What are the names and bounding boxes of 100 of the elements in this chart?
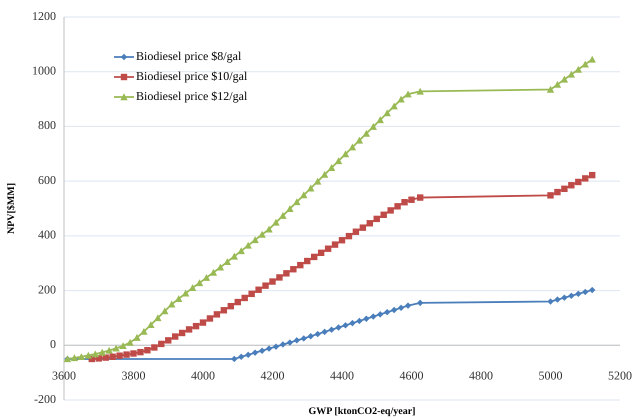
y-tick-label: 400 — [38, 228, 56, 242]
point — [547, 192, 554, 199]
point — [376, 116, 384, 124]
point — [318, 250, 324, 256]
point — [334, 157, 342, 164]
point — [546, 86, 554, 93]
point — [158, 340, 164, 348]
y-tick-label: 1000 — [32, 63, 56, 78]
point — [126, 338, 134, 346]
point — [78, 353, 86, 360]
point — [370, 123, 377, 130]
point — [98, 348, 106, 356]
y-tick-label: 1200 — [32, 8, 56, 23]
point — [216, 264, 224, 271]
point — [133, 334, 141, 341]
point — [398, 304, 404, 312]
point — [356, 318, 363, 324]
x-tick-label: 4400 — [330, 368, 354, 382]
point — [272, 218, 280, 226]
point — [276, 274, 283, 281]
point — [262, 282, 269, 289]
point — [554, 80, 562, 88]
x-tick-label: 4000 — [191, 368, 215, 382]
point — [304, 258, 310, 264]
point — [383, 109, 391, 116]
point — [258, 230, 266, 238]
point — [280, 341, 286, 348]
legend-label: Biodiesel price $12/gal — [136, 88, 248, 103]
y-tick-label: 0 — [50, 337, 56, 352]
point — [105, 346, 113, 354]
point — [561, 294, 568, 301]
point — [186, 326, 192, 333]
point — [390, 102, 398, 110]
point — [286, 339, 294, 346]
point — [370, 313, 376, 320]
point — [151, 344, 158, 351]
point — [416, 300, 424, 306]
point — [238, 247, 245, 254]
point — [314, 330, 321, 338]
point — [568, 292, 575, 299]
point — [387, 207, 394, 214]
point — [554, 296, 561, 303]
point — [293, 198, 301, 206]
point — [366, 220, 373, 226]
y-tick-label: 200 — [38, 282, 56, 296]
point — [320, 170, 328, 178]
y-tick-label: 800 — [38, 118, 56, 132]
point — [228, 302, 234, 310]
point — [272, 343, 280, 350]
point — [374, 216, 380, 222]
point — [251, 236, 259, 244]
point — [384, 308, 390, 316]
point — [286, 205, 294, 212]
legend-label: Biodiesel price $10/gal — [136, 68, 248, 83]
point — [168, 300, 176, 308]
point — [328, 164, 336, 171]
point — [346, 232, 352, 240]
point — [161, 307, 168, 314]
x-tick-label: 4800 — [469, 368, 493, 382]
y-axis-title: NPV[$MM] — [6, 182, 17, 234]
point — [165, 337, 172, 344]
point — [324, 246, 332, 252]
point — [416, 194, 424, 201]
point — [401, 199, 408, 206]
point — [192, 322, 200, 330]
point — [348, 144, 356, 150]
point — [231, 356, 238, 362]
point — [404, 90, 412, 98]
point — [144, 347, 151, 354]
point — [390, 306, 398, 314]
point — [255, 286, 262, 293]
point — [258, 348, 266, 354]
point — [84, 352, 92, 359]
point — [328, 326, 335, 333]
point — [362, 130, 370, 137]
point — [147, 321, 155, 328]
point — [242, 294, 248, 302]
point — [109, 354, 116, 360]
point — [416, 88, 424, 95]
point — [575, 178, 582, 186]
point — [352, 228, 360, 235]
point — [332, 241, 338, 248]
point — [244, 352, 252, 358]
point — [377, 311, 384, 318]
point — [582, 175, 588, 182]
point — [283, 270, 290, 277]
point — [154, 314, 162, 322]
point — [116, 352, 123, 359]
point — [238, 354, 244, 360]
point — [308, 333, 314, 340]
point — [408, 196, 415, 203]
point — [279, 212, 287, 219]
x-tick-label: 4600 — [400, 368, 424, 382]
point — [554, 188, 561, 196]
point — [123, 351, 130, 358]
point — [290, 266, 297, 272]
point — [588, 56, 596, 63]
point — [338, 237, 346, 244]
point — [568, 70, 576, 78]
x-tick-label: 3600 — [52, 368, 76, 382]
